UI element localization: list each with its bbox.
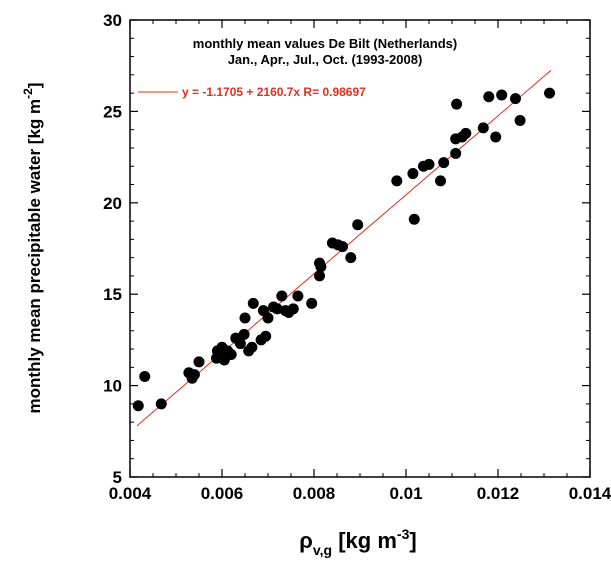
y-tick-label: 20 [103, 194, 122, 213]
data-point [225, 349, 237, 361]
data-point [139, 370, 151, 382]
data-point [314, 257, 326, 269]
data-point [132, 400, 144, 412]
data-point [450, 147, 462, 159]
x-axis-label-unit-sup: -3 [397, 526, 410, 542]
data-point [276, 290, 288, 302]
data-point [352, 219, 364, 231]
data-point [496, 89, 508, 101]
data-point [514, 115, 526, 127]
data-point [155, 398, 167, 410]
data-point [314, 270, 326, 282]
y-tick-label: 15 [103, 285, 122, 304]
data-point [260, 330, 272, 342]
y-axis-label-sup: -2 [21, 88, 35, 99]
x-tick-labels: 0.004 0.006 0.008 0.01 0.012 0.014 [109, 484, 611, 503]
y-tick-labels: 5 10 15 20 25 30 [103, 11, 122, 487]
data-point [490, 131, 502, 143]
y-tick-label: 25 [103, 102, 122, 121]
data-point [306, 297, 318, 309]
data-point [287, 303, 299, 315]
data-point [544, 87, 556, 99]
x-axis-label-unit-suffix: ] [409, 528, 416, 553]
data-point [451, 98, 463, 110]
axis-ticks [129, 19, 591, 478]
fit-legend-label: y = -1.1705 + 2160.7x R= 0.98697 [182, 85, 366, 99]
data-point [188, 369, 200, 381]
y-axis-label: monthly mean precipitable water [kg m-2] [21, 83, 44, 414]
data-point [477, 122, 489, 134]
y-tick-label: 10 [103, 377, 122, 396]
x-axis-label: ρv,g [kg m-3] [299, 526, 416, 558]
data-point [337, 241, 349, 253]
x-tick-label: 0.004 [109, 484, 152, 503]
x-tick-label: 0.014 [569, 484, 611, 503]
data-point [509, 93, 521, 105]
data-point [193, 356, 205, 368]
data-point [391, 175, 403, 187]
chart-title-line-2: Jan., Apr., Jul., Oct. (1993-2008) [228, 52, 423, 67]
x-axis-label-sub: v,g [313, 542, 332, 558]
x-axis-label-base: ρ [299, 528, 313, 553]
x-axis-label-unit: [kg m [338, 528, 397, 553]
x-tick-label: 0.012 [477, 484, 520, 503]
y-axis-label-suffix: ] [25, 83, 44, 89]
y-tick-label: 5 [113, 468, 122, 487]
data-point [238, 328, 250, 340]
data-point [438, 157, 450, 169]
data-point [460, 127, 472, 139]
data-point [246, 341, 258, 353]
data-point [423, 158, 435, 170]
data-points [132, 87, 556, 412]
data-point [407, 168, 419, 180]
y-tick-label: 30 [103, 11, 122, 30]
data-point [408, 213, 420, 225]
data-point [483, 91, 495, 103]
data-point [234, 338, 246, 350]
chart-title-line-1: monthly mean values De Bilt (Netherlands… [193, 36, 457, 51]
x-tick-label: 0.006 [201, 484, 244, 503]
data-point [292, 290, 304, 302]
data-point [247, 297, 259, 309]
x-tick-label: 0.01 [389, 484, 422, 503]
data-point [239, 312, 251, 324]
x-tick-label: 0.008 [293, 484, 336, 503]
data-point [345, 252, 357, 264]
y-axis-label-text: monthly mean precipitable water [kg m [25, 99, 44, 414]
data-point [435, 175, 446, 187]
data-point [271, 303, 283, 315]
data-point [262, 312, 274, 324]
